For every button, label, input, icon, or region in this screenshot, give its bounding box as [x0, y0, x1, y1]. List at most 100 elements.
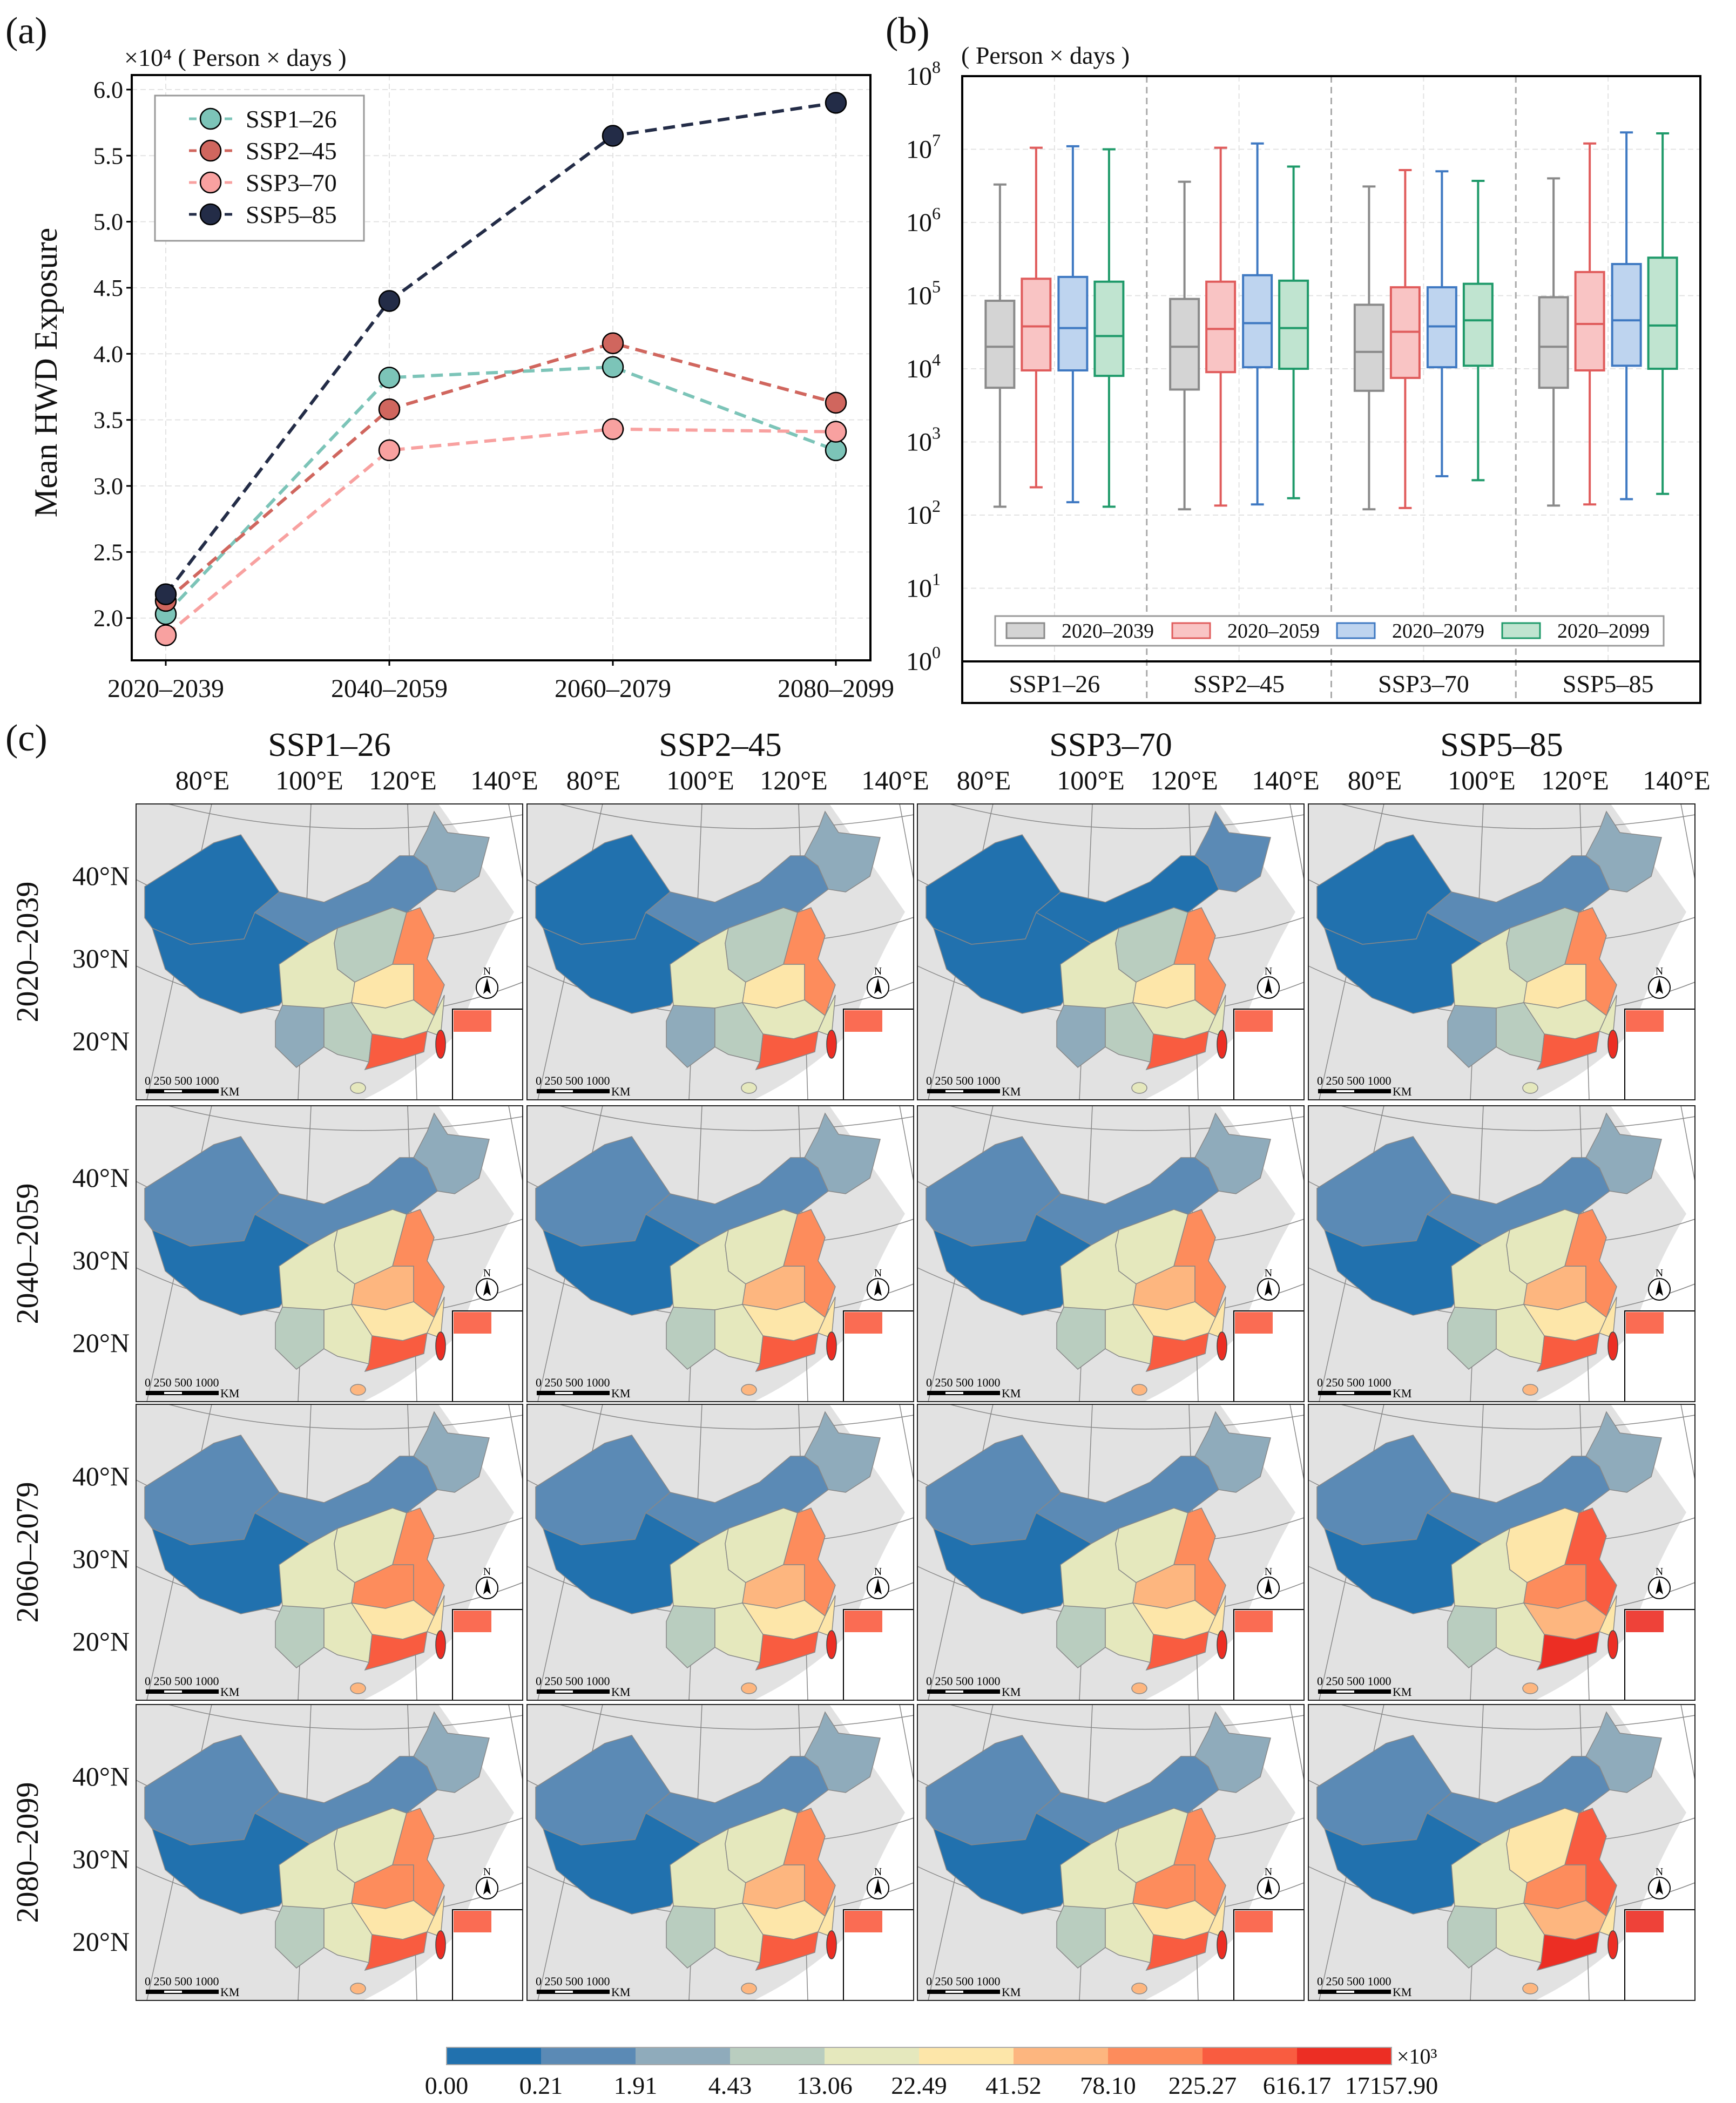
graticule	[949, 803, 1305, 829]
graticule	[559, 1404, 914, 1430]
colorbar-swatch	[636, 2047, 731, 2065]
province-region	[1536, 1631, 1600, 1671]
north-label: N	[1656, 1866, 1663, 1878]
lat-label: 20°N	[72, 1026, 130, 1056]
north-label: N	[874, 965, 882, 977]
map-frame	[526, 1404, 914, 1701]
province-region	[1585, 1411, 1662, 1493]
lat-label: 30°N	[72, 1544, 130, 1574]
graticule	[899, 1404, 914, 1480]
colorbar-tick-label: 41.52	[985, 2072, 1042, 2099]
hainan	[1522, 1682, 1538, 1694]
colorbar-tick-label: 22.49	[891, 2072, 947, 2099]
map-frame	[136, 803, 523, 1100]
y-tick-label: 102	[906, 496, 941, 530]
box-2020–2059	[1205, 280, 1237, 374]
north-arrow-icon	[1265, 1578, 1272, 1594]
colorbar-tick-label: 0.21	[519, 2072, 563, 2099]
legend-label: SSP3–70	[246, 169, 337, 197]
colorbar-frame	[446, 2047, 1392, 2065]
province-region	[1194, 810, 1271, 892]
scale-unit: KM	[611, 1685, 630, 1699]
graticule	[1680, 1404, 1696, 1480]
lon-label: 120°E	[760, 765, 828, 795]
taiwan	[826, 1930, 837, 1959]
data-point	[378, 290, 401, 312]
x-tick-label: 2080–2099	[778, 674, 894, 703]
map-frame	[526, 803, 914, 1100]
colorbar-tick-label: 1.91	[614, 2072, 658, 2099]
scale-bar	[1336, 1690, 1354, 1693]
y-tick-exponent: 4	[932, 350, 941, 369]
scale-unit: KM	[1002, 1685, 1021, 1699]
y-tick-label: 106	[906, 204, 941, 237]
legend-marker	[199, 107, 222, 130]
column-title: SSP5–85	[1440, 727, 1563, 763]
inset-region	[1235, 1611, 1273, 1632]
north-arrow-icon	[483, 978, 491, 994]
inset-region	[1626, 1312, 1664, 1334]
graticule	[508, 1105, 523, 1182]
panel-label-c: (c)	[5, 718, 48, 759]
taiwan	[1607, 1630, 1618, 1659]
north-arrow-icon	[483, 1878, 491, 1895]
graticule	[168, 1105, 523, 1131]
province-region	[1194, 1112, 1271, 1194]
inset-region	[845, 1010, 882, 1032]
north-label: N	[483, 965, 491, 977]
scale-unit: KM	[1002, 1985, 1021, 1999]
hainan	[350, 1682, 366, 1694]
north-label: N	[483, 1566, 491, 1578]
map-frame	[136, 1105, 523, 1402]
lat-label: 40°N	[72, 1162, 130, 1193]
lon-label: 80°E	[566, 765, 621, 795]
north-label: N	[874, 1866, 882, 1878]
lon-label: 140°E	[1643, 765, 1711, 795]
group-label: SSP5–85	[1563, 670, 1654, 698]
data-point	[154, 624, 177, 646]
scale-unit: KM	[1002, 1085, 1021, 1098]
province-region	[804, 1112, 881, 1194]
y-tick-exponent: 7	[932, 131, 941, 150]
hainan	[350, 1983, 366, 1994]
graticule	[508, 803, 523, 880]
colorbar-swatch	[541, 2047, 636, 2065]
colorbar-swatch	[447, 2047, 542, 2065]
series-line-SSP5–85	[164, 101, 836, 596]
province-region	[783, 1209, 836, 1318]
scale-bar	[537, 1089, 610, 1093]
province-region	[1536, 1332, 1600, 1372]
province-region	[1194, 1411, 1271, 1493]
scale-unit: KM	[220, 1985, 239, 1999]
north-arrow-icon	[1265, 1280, 1272, 1296]
scale-label: 0 250 500 1000	[145, 1974, 219, 1988]
y-tick-label: 101	[906, 570, 941, 603]
north-arrow-icon	[1265, 1878, 1272, 1895]
graticule	[1680, 1704, 1696, 1781]
graticule	[1289, 1105, 1305, 1182]
y-tick-exponent: 0	[932, 643, 941, 662]
scale-bar	[146, 1990, 219, 1994]
north-arrow-icon	[1656, 1578, 1663, 1594]
series-line-SSP2–45	[165, 341, 836, 603]
inset-region	[1235, 1911, 1273, 1932]
lon-label: 100°E	[666, 765, 734, 795]
graticule	[1340, 1704, 1696, 1730]
y-tick-label: 2.0	[93, 605, 123, 632]
graticule	[168, 1704, 523, 1730]
scale-bar	[927, 1391, 1000, 1395]
province-region	[1585, 1711, 1662, 1793]
colorbar-tick-label: 4.43	[708, 2072, 752, 2099]
north-label: N	[874, 1267, 882, 1279]
scale-unit: KM	[1393, 1985, 1411, 1999]
province-region	[1145, 1931, 1209, 1971]
taiwan	[1217, 1630, 1227, 1659]
inset-region	[454, 1010, 491, 1032]
legend-patch	[1336, 622, 1376, 639]
